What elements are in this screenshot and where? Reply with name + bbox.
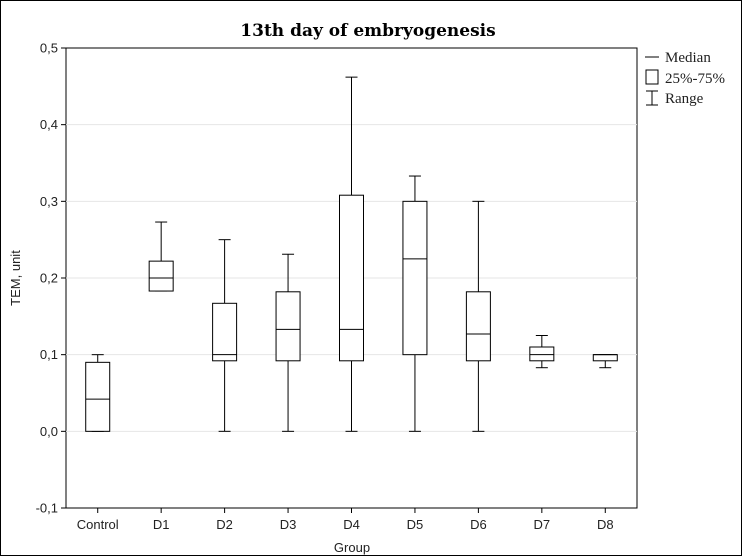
x-tick-label: D3 xyxy=(280,517,297,532)
x-axis-label: Group xyxy=(334,540,370,555)
box-d6 xyxy=(465,200,491,432)
y-tick-label: 0,2 xyxy=(40,271,58,286)
chart-title: 13th day of embryogenesis xyxy=(240,21,495,41)
box-d3 xyxy=(275,253,301,432)
y-axis-label: TEM, unit xyxy=(8,250,23,306)
legend-quartile-label: 25%-75% xyxy=(665,71,725,87)
x-tick-label: Control xyxy=(77,517,119,532)
x-tick-label: D4 xyxy=(343,517,360,532)
x-tick-label: D1 xyxy=(153,517,170,532)
legend-median-label: Median xyxy=(665,50,711,66)
quartile-box xyxy=(339,194,364,362)
y-axis-ticks: -0,1 0,0 0,1 0,2 0,3 0,4 0,5 xyxy=(36,41,66,516)
x-tick-label: D7 xyxy=(534,517,551,532)
quartile-box xyxy=(465,291,491,362)
x-tick-label: D6 xyxy=(470,517,487,532)
y-tick-label: 0,0 xyxy=(40,424,58,439)
y-tick-label: -0,1 xyxy=(36,501,58,516)
x-tick-label: D8 xyxy=(597,517,614,532)
legend: Median 25%-75% Range xyxy=(645,50,725,107)
quartile-box xyxy=(402,200,428,356)
box-d8 xyxy=(592,354,618,369)
x-axis-ticks: Control D1 D2 D3 D4 D5 D6 D7 D8 xyxy=(77,508,614,532)
legend-quartile-symbol xyxy=(645,69,659,85)
legend-range-symbol xyxy=(646,90,658,106)
x-tick-label: D2 xyxy=(216,517,233,532)
quartile-box xyxy=(212,302,238,362)
y-tick-label: 0,3 xyxy=(40,194,58,209)
y-tick-label: 0,4 xyxy=(40,117,58,132)
quartile-box xyxy=(85,361,111,432)
box-d4 xyxy=(339,76,364,432)
box-d1 xyxy=(148,221,174,292)
quartile-box xyxy=(148,260,174,292)
box-d5 xyxy=(402,175,428,432)
quartile-box xyxy=(275,291,301,362)
legend-range-label: Range xyxy=(665,91,704,107)
box-d2 xyxy=(212,239,238,432)
quartile-box xyxy=(592,354,618,362)
box-d7 xyxy=(529,335,555,369)
quartile-box xyxy=(529,346,555,362)
box-control xyxy=(85,354,111,432)
box-series xyxy=(85,76,618,432)
x-tick-label: D5 xyxy=(407,517,424,532)
y-tick-label: 0,5 xyxy=(40,41,58,56)
y-tick-label: 0,1 xyxy=(40,347,58,362)
